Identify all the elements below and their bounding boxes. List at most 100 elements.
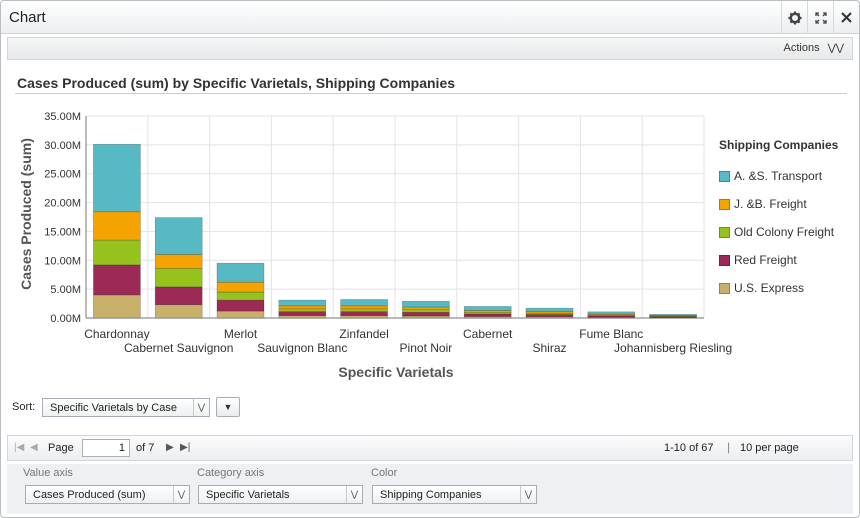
color-label: Color <box>371 467 398 479</box>
page-number-input[interactable]: 1 <box>82 439 130 457</box>
bar-segment <box>93 294 141 319</box>
close-icon[interactable] <box>833 1 859 34</box>
x-tick-label: Zinfandel <box>339 327 388 341</box>
bar-segment <box>340 308 388 312</box>
gear-icon[interactable] <box>781 1 807 34</box>
x-tick-label: Pinot Noir <box>400 341 453 355</box>
chevron-down-icon: ⋁ <box>173 486 189 503</box>
per-page-selector[interactable]: 10 per page <box>740 442 799 454</box>
y-tick-label: 15.00M <box>44 226 81 238</box>
y-tick-label: 25.00M <box>44 169 81 181</box>
chevron-down-icon: ⋁ <box>520 486 536 503</box>
legend-swatch <box>719 170 730 182</box>
bar-segment <box>587 311 636 315</box>
y-axis-title: Cases Produced (sum) <box>18 138 34 290</box>
bar-segment <box>93 239 141 266</box>
chevron-down-icon: ⋁⋁ <box>827 43 844 54</box>
bar-segment <box>154 217 203 255</box>
sort-direction-button[interactable]: ▼ <box>216 397 240 417</box>
sort-select[interactable]: Specific Varietals by Case ⋁ <box>42 398 210 417</box>
bar-segment <box>463 306 512 311</box>
legend-label: A. &S. Transport <box>734 169 823 183</box>
bar-chart: 0.00M 5.00M 10.00M 15.00M 20.00M 25.00M 30.00M… <box>18 111 732 380</box>
value-axis-select-value: Cases Produced (sum) <box>33 488 146 501</box>
legend-label: U.S. Express <box>734 281 805 295</box>
bar-segment <box>154 304 203 319</box>
legend-label: Red Freight <box>734 253 797 267</box>
bar-segment <box>216 310 265 319</box>
bar-segment <box>525 314 574 318</box>
bar-segment <box>525 307 574 312</box>
bar-segment <box>216 291 265 301</box>
bar-segment <box>216 281 265 293</box>
legend-item: A. &S. Transport <box>719 162 838 190</box>
bar-segment <box>93 211 141 241</box>
x-tick-label: Merlot <box>224 327 258 341</box>
bar-segment <box>587 315 636 318</box>
bar-segment <box>402 309 450 313</box>
x-axis-title: Specific Varietals <box>338 364 453 380</box>
bar-segment <box>278 315 327 319</box>
chevron-down-icon: ⋁ <box>346 486 362 503</box>
bar-segment <box>340 311 388 316</box>
x-tick-label: Fume Blanc <box>579 327 643 341</box>
y-tick-label: 0.00M <box>50 313 81 325</box>
bar-segment <box>278 299 327 307</box>
legend-item: Red Freight <box>719 246 838 274</box>
bar-segment <box>402 306 450 310</box>
chevron-down-icon: ⋁ <box>193 399 209 416</box>
bar-segment <box>278 305 327 310</box>
bar-segment <box>463 310 512 313</box>
title-bar: Chart <box>1 1 859 34</box>
legend-title: Shipping Companies <box>719 138 839 152</box>
legend-item: J. &B. Freight <box>719 190 838 218</box>
x-tick-label: Chardonnay <box>84 327 149 341</box>
category-axis-select-value: Specific Varietals <box>206 488 290 501</box>
legend-swatch <box>719 198 730 210</box>
bar-segment <box>402 311 450 317</box>
bar-segment <box>216 262 265 283</box>
legend-swatch <box>719 254 730 266</box>
x-tick-label: Johannisberg Riesling <box>614 341 732 355</box>
actions-label: Actions <box>783 42 820 54</box>
bar-segment <box>402 300 450 308</box>
last-page-icon[interactable]: ▶| <box>180 442 191 453</box>
x-tick-label: Shiraz <box>532 341 566 355</box>
record-range: 1-10 of 67 <box>664 442 714 454</box>
category-axis-select[interactable]: Specific Varietals ⋁ <box>198 485 363 504</box>
color-select-value: Shipping Companies <box>380 488 482 501</box>
bar-segment <box>463 313 512 317</box>
x-tick-label: Sauvignon Blanc <box>257 341 347 355</box>
bar-segment <box>340 305 388 310</box>
triangle-down-icon: ▼ <box>223 402 233 412</box>
bar-segment <box>154 254 203 269</box>
expand-icon[interactable] <box>807 1 833 34</box>
value-axis-select[interactable]: Cases Produced (sum) ⋁ <box>25 485 190 504</box>
sort-select-value: Specific Varietals by Case <box>50 401 177 414</box>
legend-label: Old Colony Freight <box>734 225 835 239</box>
title-bar-controls <box>781 1 859 34</box>
bar-segment <box>340 299 388 307</box>
bar-segment <box>278 311 327 316</box>
pagination-bar: |◀ ◀ Page 1 of 7 ▶ ▶| 1-10 of 67 | 10 pe… <box>7 435 853 461</box>
prev-page-icon[interactable]: ◀ <box>30 442 38 453</box>
y-tick-label: 10.00M <box>44 255 81 267</box>
y-tick-label: 35.00M <box>44 111 81 123</box>
page-count: of 7 <box>136 442 155 454</box>
legend-item: U.S. Express <box>719 274 838 302</box>
actions-menu[interactable]: Actions ⋁⋁ <box>784 42 844 54</box>
actions-bar: Actions ⋁⋁ <box>7 37 853 60</box>
window-title: Chart <box>9 9 46 26</box>
y-tick-label: 5.00M <box>50 284 81 296</box>
bar-segment <box>154 268 203 288</box>
y-tick-label: 30.00M <box>44 140 81 152</box>
bar-segment <box>278 308 327 312</box>
color-select[interactable]: Shipping Companies ⋁ <box>372 485 537 504</box>
first-page-icon[interactable]: |◀ <box>14 442 25 453</box>
next-page-icon[interactable]: ▶ <box>166 442 174 453</box>
y-tick-label: 20.00M <box>44 198 81 210</box>
page-label: Page <box>48 442 74 454</box>
x-tick-label: Cabernet Sauvignon <box>124 341 233 355</box>
x-tick-label: Cabernet <box>463 327 513 341</box>
